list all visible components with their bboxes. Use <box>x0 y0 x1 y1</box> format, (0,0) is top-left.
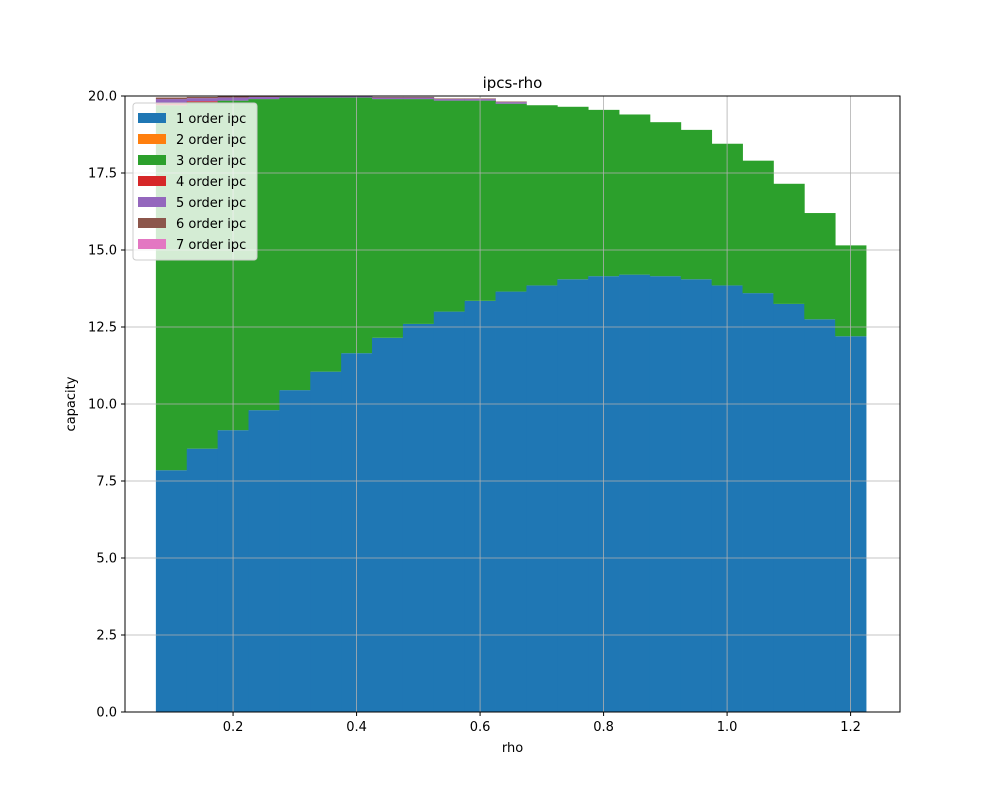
bar-series1-x19 <box>743 293 774 712</box>
y-tick-label-6: 15.0 <box>88 244 117 259</box>
bar-series1-x20 <box>773 304 804 712</box>
bar-series1-x7 <box>372 338 403 712</box>
legend-swatch-7 <box>138 239 166 249</box>
bar-series1-x17 <box>681 279 712 712</box>
bar-series3-x17 <box>681 130 712 279</box>
bar-series1-x0 <box>156 470 187 712</box>
bar-series3-x16 <box>650 122 681 276</box>
x-tick-label-3: 0.8 <box>593 720 614 735</box>
bar-series3-x21 <box>804 213 835 319</box>
bar-series5-x8 <box>403 98 434 100</box>
bar-series1-x1 <box>187 449 218 712</box>
bar-series3-x20 <box>773 184 804 304</box>
bar-series1-x11 <box>496 292 527 712</box>
bar-series3-x11 <box>496 104 527 292</box>
legend-swatch-3 <box>138 155 166 165</box>
bar-series3-x15 <box>619 114 650 274</box>
legend-swatch-5 <box>138 197 166 207</box>
legend-swatch-2 <box>138 134 166 144</box>
bar-series3-x19 <box>743 161 774 293</box>
legend-label-2: 2 order ipc <box>176 133 246 148</box>
y-tick-label-3: 7.5 <box>96 475 117 490</box>
bar-series6-x11 <box>496 102 527 103</box>
bar-series6-x8 <box>403 97 434 98</box>
bar-series1-x8 <box>403 324 434 712</box>
bar-series3-x12 <box>526 105 557 285</box>
bar-series5-x1 <box>187 98 218 101</box>
x-tick-label-2: 0.6 <box>470 720 491 735</box>
y-tick-label-5: 12.5 <box>88 321 117 336</box>
bar-series3-x5 <box>310 98 341 372</box>
bar-series1-x21 <box>804 319 835 712</box>
bar-series5-x3 <box>249 97 280 99</box>
y-tick-label-1: 2.5 <box>96 629 117 644</box>
x-axis-label: rho <box>502 741 523 756</box>
legend: 1 order ipc 2 order ipc 3 order ipc 4 order… <box>133 103 257 260</box>
y-tick-label-7: 17.5 <box>88 167 117 182</box>
bar-series3-x8 <box>403 99 434 324</box>
bar-series3-x13 <box>557 107 588 279</box>
chart-title: ipcs-rho <box>483 74 543 92</box>
x-tick-label-0: 0.2 <box>223 720 244 735</box>
y-tick-label-2: 5.0 <box>96 552 117 567</box>
y-tick-label-0: 0.0 <box>96 706 117 721</box>
bar-series5-x7 <box>372 98 403 100</box>
legend-label-7: 7 order ipc <box>176 238 246 253</box>
bar-series1-x13 <box>557 279 588 712</box>
bar-series1-x3 <box>249 410 280 712</box>
bar-series1-x12 <box>526 285 557 712</box>
bar-series5-x9 <box>434 99 465 101</box>
x-tick-label-5: 1.2 <box>840 720 861 735</box>
bar-series1-x15 <box>619 275 650 712</box>
legend-label-3: 3 order ipc <box>176 154 246 169</box>
bar-series6-x0 <box>156 98 187 100</box>
y-tick-label-8: 20.0 <box>88 90 117 105</box>
bar-series1-x5 <box>310 372 341 712</box>
bar-series4-x1 <box>187 101 218 102</box>
legend-swatch-6 <box>138 218 166 228</box>
bar-series6-x7 <box>372 97 403 98</box>
bar-series3-x9 <box>434 101 465 312</box>
legend-swatch-1 <box>138 113 166 123</box>
legend-label-4: 4 order ipc <box>176 175 246 190</box>
y-axis-label: capacity <box>64 376 79 431</box>
legend-label-1: 1 order ipc <box>176 112 246 127</box>
x-tick-label-4: 1.0 <box>717 720 738 735</box>
bar-series3-x4 <box>279 98 310 391</box>
bar-series6-x9 <box>434 98 465 99</box>
bar-series1-x9 <box>434 312 465 712</box>
legend-label-5: 5 order ipc <box>176 196 246 211</box>
bar-series5-x0 <box>156 99 187 103</box>
x-tick-label-1: 0.4 <box>346 720 367 735</box>
legend-label-6: 6 order ipc <box>176 217 246 232</box>
bar-series6-x1 <box>187 97 218 98</box>
bar-series1-x16 <box>650 276 681 712</box>
bar-series1-x4 <box>279 390 310 712</box>
y-tick-label-4: 10.0 <box>88 398 117 413</box>
bar-series3-x7 <box>372 99 403 338</box>
bar-series5-x11 <box>496 102 527 104</box>
legend-swatch-4 <box>138 176 166 186</box>
